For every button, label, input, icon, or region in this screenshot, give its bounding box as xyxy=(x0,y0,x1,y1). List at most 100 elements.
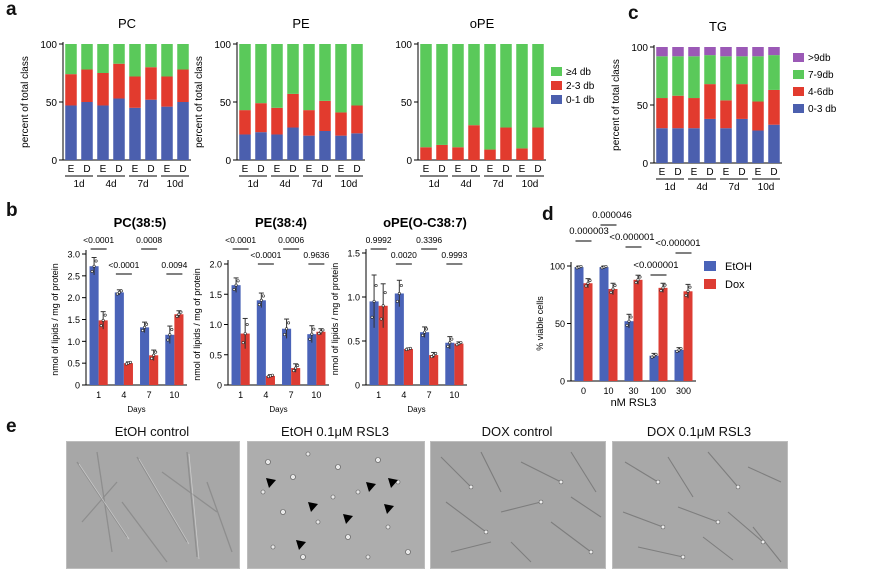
legend-label: 2-3 db xyxy=(566,81,595,92)
stacked-bar-segment xyxy=(672,128,684,163)
bar xyxy=(608,289,618,381)
data-point xyxy=(661,286,665,290)
stacked-bar-segment xyxy=(768,89,780,125)
p-value: <0.000001 xyxy=(655,238,700,249)
stacked-bar-segment xyxy=(145,44,157,68)
bar xyxy=(98,320,108,385)
data-point xyxy=(448,341,452,345)
stacked-bar-segment xyxy=(239,44,251,111)
stacked-bar-segment xyxy=(271,107,283,135)
x-tick-label: D xyxy=(674,167,681,178)
stacked-bar-segment xyxy=(319,131,331,160)
data-point xyxy=(370,315,374,319)
y-tick-label: 0.5 xyxy=(209,350,222,360)
data-point xyxy=(634,281,638,285)
data-point xyxy=(686,289,690,293)
micro-title-etoh-rsl3: EtOH 0.1μM RSL3 xyxy=(281,424,389,439)
stacked-bar-segment xyxy=(688,128,700,163)
y-tick-label: 1.0 xyxy=(209,320,222,330)
micrograph-etoh-control xyxy=(66,441,240,569)
bar xyxy=(403,348,413,385)
x-tick-label: 1 xyxy=(96,390,101,400)
group-label: 1d xyxy=(428,179,439,190)
data-point xyxy=(381,304,385,308)
bar xyxy=(140,327,150,385)
stacked-bar-segment xyxy=(145,67,157,100)
y-tick-label: 2.0 xyxy=(67,293,80,303)
chart-title: PC xyxy=(118,16,136,31)
x-tick-label: 10 xyxy=(311,390,321,400)
x-tick-label: E xyxy=(68,164,75,175)
data-point xyxy=(383,291,387,295)
stacked-bar-segment xyxy=(768,47,780,56)
legend-swatch xyxy=(704,279,716,289)
y-tick-label: 1.0 xyxy=(347,293,360,303)
data-point xyxy=(168,333,172,337)
y-tick-label: 100 xyxy=(40,40,57,51)
y-tick-label: 0.5 xyxy=(67,359,80,369)
data-point xyxy=(684,293,688,297)
bar xyxy=(174,314,184,385)
x-tick-label: D xyxy=(147,164,154,175)
stacked-bar-segment xyxy=(255,103,267,133)
group-label: 1d xyxy=(73,179,84,190)
x-tick-label: D xyxy=(470,164,477,175)
data-point xyxy=(234,283,238,287)
y-tick-label: 50 xyxy=(46,98,58,109)
micrograph-etoh-rsl3 xyxy=(247,441,425,569)
stacked-bar-segment xyxy=(351,105,363,134)
legend-swatch xyxy=(793,70,804,79)
x-tick-label: 7 xyxy=(427,390,432,400)
stacked-bar-segment xyxy=(688,47,700,57)
y-axis-label: nmol of lipids / mg of protein xyxy=(50,263,60,376)
data-point xyxy=(283,333,287,337)
data-point xyxy=(638,275,642,279)
legend-swatch xyxy=(793,53,804,62)
x-tick-label: D xyxy=(502,164,509,175)
data-point xyxy=(604,264,608,268)
data-point xyxy=(675,349,679,353)
stacked-bar-segment xyxy=(736,56,748,85)
data-point xyxy=(636,278,640,282)
data-point xyxy=(434,351,438,355)
legend-label: 4-6db xyxy=(808,87,834,98)
stacked-bar-segment xyxy=(656,98,668,129)
stacked-bar-segment xyxy=(65,74,77,106)
stacked-bar-segment xyxy=(271,134,283,160)
data-point xyxy=(166,338,170,342)
bar xyxy=(240,333,250,385)
stacked-bar-segment xyxy=(704,84,716,119)
bar xyxy=(316,331,326,385)
data-point xyxy=(579,264,583,268)
y-tick-label: 1.5 xyxy=(209,290,222,300)
arrowhead-icon xyxy=(308,502,318,512)
x-tick-label: 30 xyxy=(628,386,638,396)
stacked-bar-segment xyxy=(532,44,544,128)
x-tick-label: 7 xyxy=(289,390,294,400)
y-axis-label: percent of total class xyxy=(611,59,622,151)
bar xyxy=(649,355,659,381)
group-label: 4d xyxy=(279,179,290,190)
y-axis-label: nmol of lipids / mg of protein xyxy=(192,268,202,381)
chart-title: oPE(O-C38:7) xyxy=(383,215,467,230)
stacked-bar-segment xyxy=(468,44,480,126)
data-point xyxy=(374,284,378,288)
data-point xyxy=(446,344,450,348)
data-point xyxy=(319,330,323,334)
x-tick-label: D xyxy=(706,167,713,178)
x-tick-label: E xyxy=(691,167,698,178)
y-tick-label: 100 xyxy=(550,262,565,272)
x-tick-label: D xyxy=(738,167,745,178)
stacked-bar-segment xyxy=(736,118,748,163)
chart-title: PC(38:5) xyxy=(114,215,167,230)
x-axis-label: nM RSL3 xyxy=(611,397,657,409)
stacked-bar-segment xyxy=(351,133,363,160)
arrowhead-icon xyxy=(388,478,398,488)
data-point xyxy=(677,348,681,352)
stacked-bar-segment xyxy=(736,84,748,119)
bar xyxy=(599,267,609,381)
y-tick-label: 0 xyxy=(51,156,57,167)
data-point xyxy=(177,312,181,316)
bar xyxy=(114,292,124,385)
